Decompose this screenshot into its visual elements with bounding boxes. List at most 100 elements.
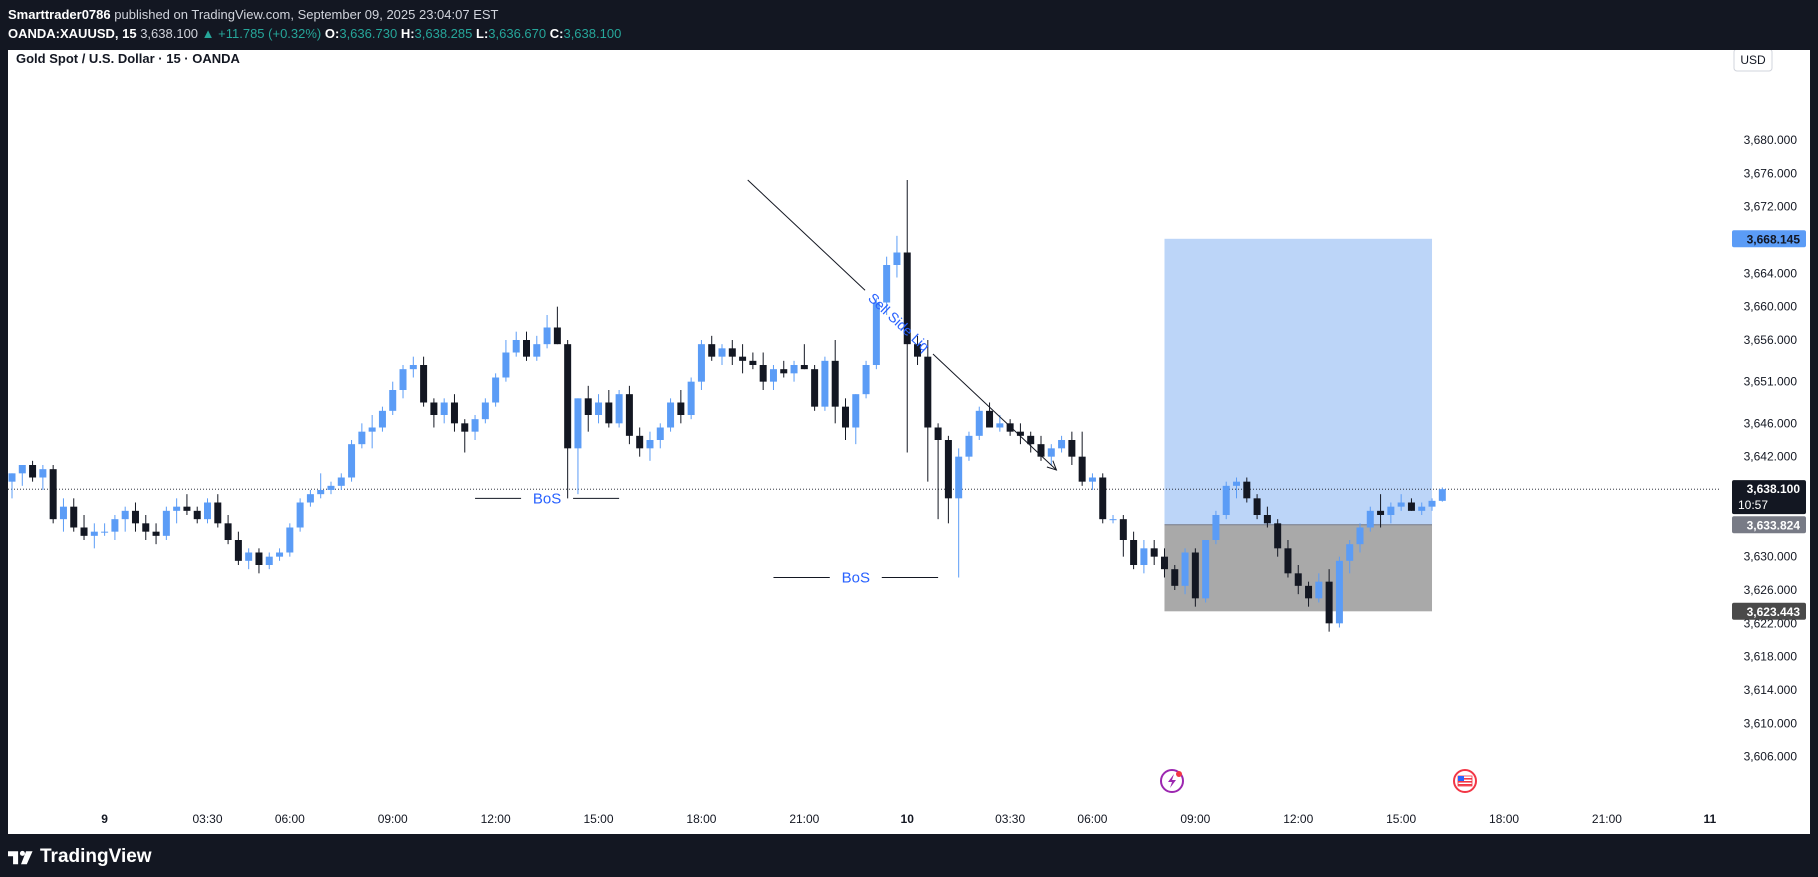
event-icons[interactable] [1160, 769, 1477, 793]
candle-body [29, 465, 37, 478]
candle [1315, 573, 1323, 603]
candle-body [759, 365, 767, 382]
tradingview-logo[interactable]: TradingView [8, 846, 152, 868]
candlestick-chart[interactable]: BoS BoS Sell Side Liq 3,680.000 3,676.000 3,… [8, 50, 1810, 834]
candle [1171, 565, 1179, 590]
candle-body [440, 402, 448, 415]
y-tick-label: 3,630.000 [1744, 550, 1798, 564]
candle [1160, 548, 1168, 578]
time-axis[interactable]: 9 03:30 06:00 09:00 12:00 15:00 18:00 21:00 10 03… [101, 812, 1716, 826]
candle [358, 423, 366, 449]
candle-body [831, 360, 839, 407]
candle-body [903, 252, 911, 345]
candle [39, 465, 47, 490]
y-tick-label: 3,672.000 [1744, 200, 1798, 214]
price-axis[interactable]: 3,680.0003,676.0003,672.0003,668.0003,66… [1732, 133, 1806, 764]
candle [718, 344, 726, 365]
y-tick-label: 3,610.000 [1744, 716, 1798, 730]
candle-body [564, 344, 572, 449]
candle-body [420, 365, 428, 403]
candle-body [687, 381, 695, 415]
lightning-icon[interactable] [1160, 769, 1184, 793]
candle [399, 365, 407, 399]
candle [214, 494, 222, 528]
candle [265, 552, 273, 570]
candle [368, 415, 376, 449]
candle-body [708, 344, 716, 357]
currency-button[interactable]: USD [1733, 50, 1773, 72]
candle-body [1335, 560, 1343, 624]
candle-body [1243, 481, 1251, 499]
candle-body [70, 506, 78, 528]
open-value: 3,636.730 [339, 26, 398, 41]
author-name[interactable]: Smarttrader0786 [8, 7, 111, 22]
candle-body [1233, 481, 1241, 486]
candle-body [965, 435, 973, 457]
candle [924, 340, 932, 482]
candle [564, 340, 572, 499]
candle-body [1407, 502, 1415, 511]
price-label-target[interactable]: 3,668.145 [1732, 230, 1806, 248]
candle-body [152, 531, 160, 536]
price-label-entry[interactable]: 3,633.824 [1732, 516, 1806, 534]
candle [193, 506, 201, 524]
candle-body [296, 502, 304, 528]
x-tick-label: 03:30 [995, 812, 1025, 826]
candle-body [800, 365, 808, 370]
candle [70, 498, 78, 532]
candle [749, 352, 757, 370]
annotations[interactable]: BoS BoS Sell Side Liq [475, 179, 1058, 587]
candle-body [595, 402, 603, 415]
bos-annotation[interactable]: BoS [475, 490, 620, 507]
candle [1356, 523, 1364, 553]
candle-body [90, 531, 98, 536]
sell-side-liq-arrow[interactable]: Sell Side Liq [747, 179, 1058, 471]
candle [183, 494, 191, 515]
us-flag-icon[interactable] [1453, 769, 1477, 793]
published-text: published on TradingView.com, September … [114, 7, 499, 22]
candle [245, 548, 253, 570]
candle-body [492, 377, 500, 403]
candle-body [80, 527, 88, 536]
x-tick-label: 15:00 [1386, 812, 1416, 826]
candle-body [59, 506, 67, 520]
price-label-value: 3,638.100 [1747, 482, 1801, 496]
candle [29, 460, 37, 482]
candle-body [1016, 431, 1024, 436]
close-value: 3,638.100 [563, 26, 622, 41]
candle [131, 502, 139, 532]
high-label: H: [400, 26, 415, 41]
candle [872, 298, 880, 370]
target-zone[interactable] [1164, 238, 1433, 525]
candle [1346, 540, 1354, 574]
y-tick-label: 3,606.000 [1744, 750, 1798, 764]
candle-body [523, 340, 530, 357]
x-tick-label: 9 [101, 812, 108, 826]
price-label-stop[interactable]: 3,623.443 [1732, 602, 1806, 620]
price-label-last[interactable]: 3,638.100 10:57 [1732, 480, 1806, 515]
candle-body [1387, 506, 1395, 515]
candle-body [883, 265, 891, 303]
candle [1212, 510, 1220, 545]
candle [1181, 548, 1189, 595]
candle [584, 385, 592, 432]
candle-body [615, 394, 623, 424]
candle-body [1305, 585, 1313, 599]
candle [1119, 515, 1127, 557]
x-tick-label: 21:00 [1592, 812, 1622, 826]
candle [615, 390, 623, 428]
bos-annotation[interactable]: BoS [773, 570, 939, 587]
candle-body [399, 369, 407, 390]
x-tick-label: 18:00 [1489, 812, 1519, 826]
candle [1377, 494, 1385, 528]
candle-body [1274, 523, 1282, 549]
candle-body [996, 423, 1004, 428]
candle [986, 402, 994, 428]
x-tick-label: 09:00 [1180, 812, 1210, 826]
bos-label: BoS [533, 490, 561, 507]
chart-area[interactable]: BoS BoS Sell Side Liq 3,680.000 3,676.000 3,… [8, 50, 1810, 834]
candle [1366, 506, 1374, 532]
candle-body [841, 406, 849, 428]
candle [1058, 435, 1066, 453]
brand-name: TradingView [40, 846, 152, 867]
